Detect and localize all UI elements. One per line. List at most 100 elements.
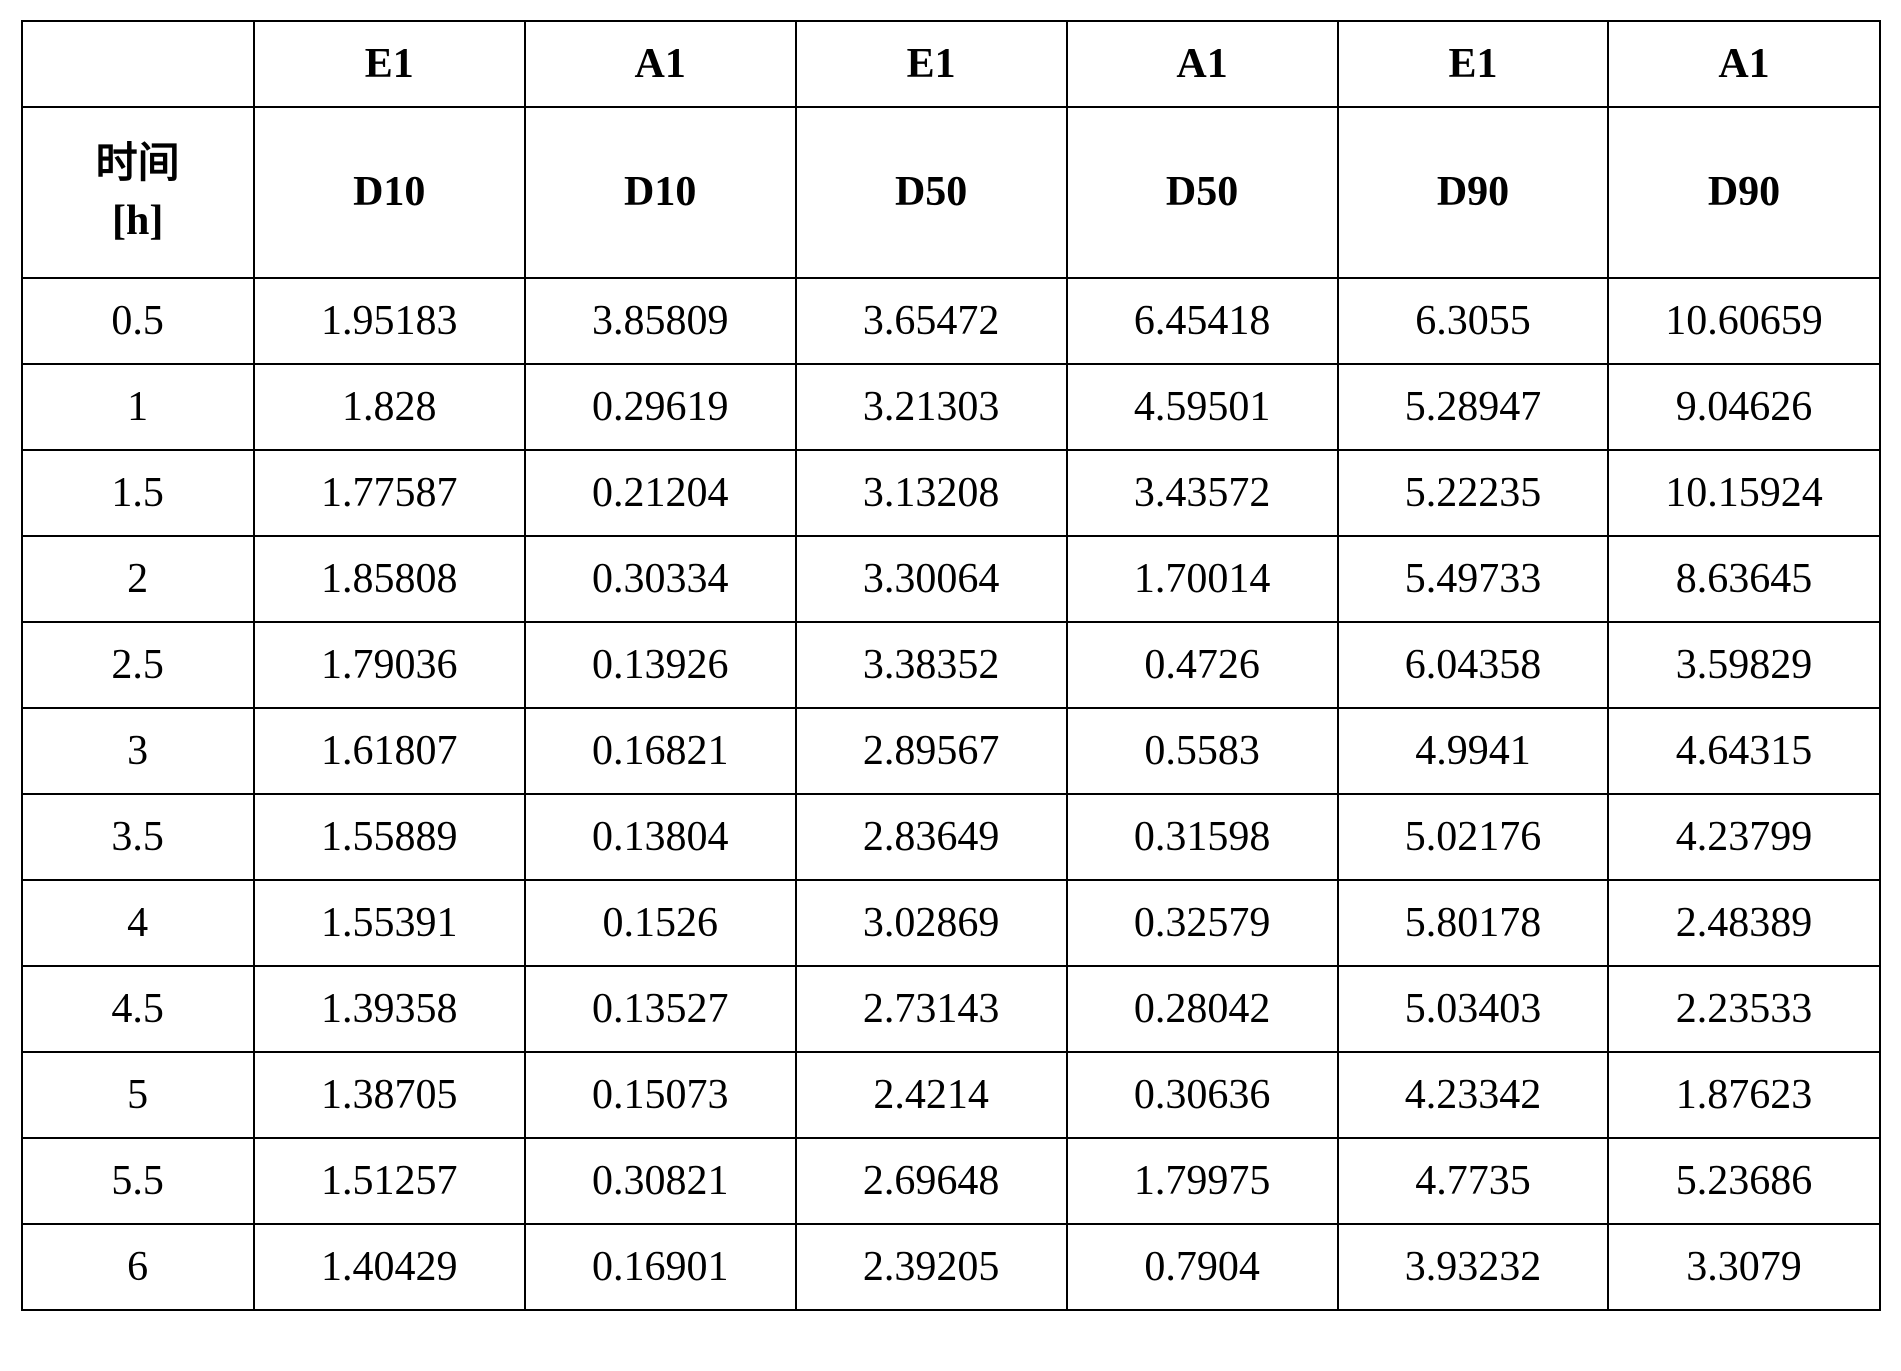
cell-a1-d90: 5.23686	[1608, 1138, 1879, 1224]
cell-time: 1	[22, 364, 254, 450]
table-row: 6 1.40429 0.16901 2.39205 0.7904 3.93232…	[22, 1224, 1880, 1310]
cell-a1-d10: 0.13527	[525, 966, 796, 1052]
cell-a1-d90: 8.63645	[1608, 536, 1879, 622]
cell-e1-d50: 2.89567	[796, 708, 1067, 794]
time-label-line2: [h]	[112, 198, 163, 244]
cell-time: 1.5	[22, 450, 254, 536]
cell-a1-d10: 0.13804	[525, 794, 796, 880]
cell-e1-d10: 1.85808	[254, 536, 525, 622]
cell-e1-d50: 3.13208	[796, 450, 1067, 536]
cell-e1-d50: 3.38352	[796, 622, 1067, 708]
cell-a1-d10: 0.21204	[525, 450, 796, 536]
cell-a1-d90: 9.04626	[1608, 364, 1879, 450]
header-1-col-6: A1	[1608, 21, 1879, 107]
cell-e1-d50: 3.21303	[796, 364, 1067, 450]
cell-a1-d90: 10.15924	[1608, 450, 1879, 536]
cell-e1-d10: 1.55889	[254, 794, 525, 880]
cell-e1-d90: 5.80178	[1338, 880, 1609, 966]
header-time-label: 时间 [h]	[22, 107, 254, 278]
cell-a1-d50: 0.32579	[1067, 880, 1338, 966]
cell-e1-d10: 1.77587	[254, 450, 525, 536]
cell-time: 4.5	[22, 966, 254, 1052]
cell-e1-d50: 3.30064	[796, 536, 1067, 622]
data-table: E1 A1 E1 A1 E1 A1 时间[h] D10 D10 D50 D50 …	[21, 20, 1881, 1311]
cell-time: 2.5	[22, 622, 254, 708]
table-row: 0.5 1.95183 3.85809 3.65472 6.45418 6.30…	[22, 278, 1880, 364]
table-row: 5 1.38705 0.15073 2.4214 0.30636 4.23342…	[22, 1052, 1880, 1138]
cell-e1-d90: 5.02176	[1338, 794, 1609, 880]
cell-a1-d10: 0.1526	[525, 880, 796, 966]
header-2-col-6: D90	[1608, 107, 1879, 278]
cell-e1-d90: 4.9941	[1338, 708, 1609, 794]
header-2-col-1: D10	[254, 107, 525, 278]
header-1-col-4: A1	[1067, 21, 1338, 107]
table-row: 3 1.61807 0.16821 2.89567 0.5583 4.9941 …	[22, 708, 1880, 794]
cell-a1-d90: 4.23799	[1608, 794, 1879, 880]
cell-time: 6	[22, 1224, 254, 1310]
cell-e1-d90: 5.49733	[1338, 536, 1609, 622]
cell-e1-d50: 2.69648	[796, 1138, 1067, 1224]
cell-e1-d90: 5.22235	[1338, 450, 1609, 536]
cell-a1-d50: 4.59501	[1067, 364, 1338, 450]
cell-a1-d90: 2.23533	[1608, 966, 1879, 1052]
header-1-col-3: E1	[796, 21, 1067, 107]
cell-time: 5	[22, 1052, 254, 1138]
table-row: 4 1.55391 0.1526 3.02869 0.32579 5.80178…	[22, 880, 1880, 966]
cell-a1-d90: 2.48389	[1608, 880, 1879, 966]
cell-a1-d50: 6.45418	[1067, 278, 1338, 364]
cell-a1-d50: 0.7904	[1067, 1224, 1338, 1310]
cell-e1-d10: 1.828	[254, 364, 525, 450]
cell-a1-d90: 1.87623	[1608, 1052, 1879, 1138]
cell-a1-d10: 0.29619	[525, 364, 796, 450]
table-row: 1 1.828 0.29619 3.21303 4.59501 5.28947 …	[22, 364, 1880, 450]
cell-a1-d10: 0.30334	[525, 536, 796, 622]
cell-e1-d10: 1.40429	[254, 1224, 525, 1310]
cell-a1-d50: 1.70014	[1067, 536, 1338, 622]
table-row: 5.5 1.51257 0.30821 2.69648 1.79975 4.77…	[22, 1138, 1880, 1224]
cell-a1-d50: 1.79975	[1067, 1138, 1338, 1224]
header-1-col-5: E1	[1338, 21, 1609, 107]
cell-a1-d10: 0.30821	[525, 1138, 796, 1224]
cell-a1-d90: 10.60659	[1608, 278, 1879, 364]
cell-e1-d90: 4.7735	[1338, 1138, 1609, 1224]
header-1-col-2: A1	[525, 21, 796, 107]
cell-e1-d90: 4.23342	[1338, 1052, 1609, 1138]
cell-a1-d50: 0.28042	[1067, 966, 1338, 1052]
cell-e1-d10: 1.38705	[254, 1052, 525, 1138]
cell-e1-d50: 2.83649	[796, 794, 1067, 880]
cell-a1-d10: 0.16901	[525, 1224, 796, 1310]
time-label-line1: 时间	[96, 141, 180, 187]
cell-e1-d10: 1.51257	[254, 1138, 525, 1224]
cell-e1-d10: 1.61807	[254, 708, 525, 794]
header-2-col-2: D10	[525, 107, 796, 278]
cell-time: 3	[22, 708, 254, 794]
cell-a1-d50: 0.30636	[1067, 1052, 1338, 1138]
cell-a1-d50: 0.4726	[1067, 622, 1338, 708]
cell-e1-d50: 3.65472	[796, 278, 1067, 364]
table-body: 0.5 1.95183 3.85809 3.65472 6.45418 6.30…	[22, 278, 1880, 1310]
cell-e1-d90: 6.3055	[1338, 278, 1609, 364]
cell-time: 4	[22, 880, 254, 966]
table-row: 1.5 1.77587 0.21204 3.13208 3.43572 5.22…	[22, 450, 1880, 536]
cell-time: 3.5	[22, 794, 254, 880]
cell-e1-d90: 3.93232	[1338, 1224, 1609, 1310]
cell-e1-d90: 5.03403	[1338, 966, 1609, 1052]
header-row-2: 时间[h] D10 D10 D50 D50 D90 D90	[22, 107, 1880, 278]
table-row: 4.5 1.39358 0.13527 2.73143 0.28042 5.03…	[22, 966, 1880, 1052]
cell-time: 0.5	[22, 278, 254, 364]
header-row-1: E1 A1 E1 A1 E1 A1	[22, 21, 1880, 107]
cell-e1-d50: 2.73143	[796, 966, 1067, 1052]
cell-a1-d10: 3.85809	[525, 278, 796, 364]
table-row: 2 1.85808 0.30334 3.30064 1.70014 5.4973…	[22, 536, 1880, 622]
cell-e1-d50: 2.39205	[796, 1224, 1067, 1310]
cell-e1-d10: 1.79036	[254, 622, 525, 708]
cell-a1-d10: 0.16821	[525, 708, 796, 794]
cell-a1-d50: 0.31598	[1067, 794, 1338, 880]
header-2-col-5: D90	[1338, 107, 1609, 278]
cell-a1-d10: 0.15073	[525, 1052, 796, 1138]
header-1-col-0	[22, 21, 254, 107]
cell-e1-d50: 2.4214	[796, 1052, 1067, 1138]
cell-e1-d50: 3.02869	[796, 880, 1067, 966]
cell-e1-d10: 1.55391	[254, 880, 525, 966]
cell-a1-d50: 0.5583	[1067, 708, 1338, 794]
